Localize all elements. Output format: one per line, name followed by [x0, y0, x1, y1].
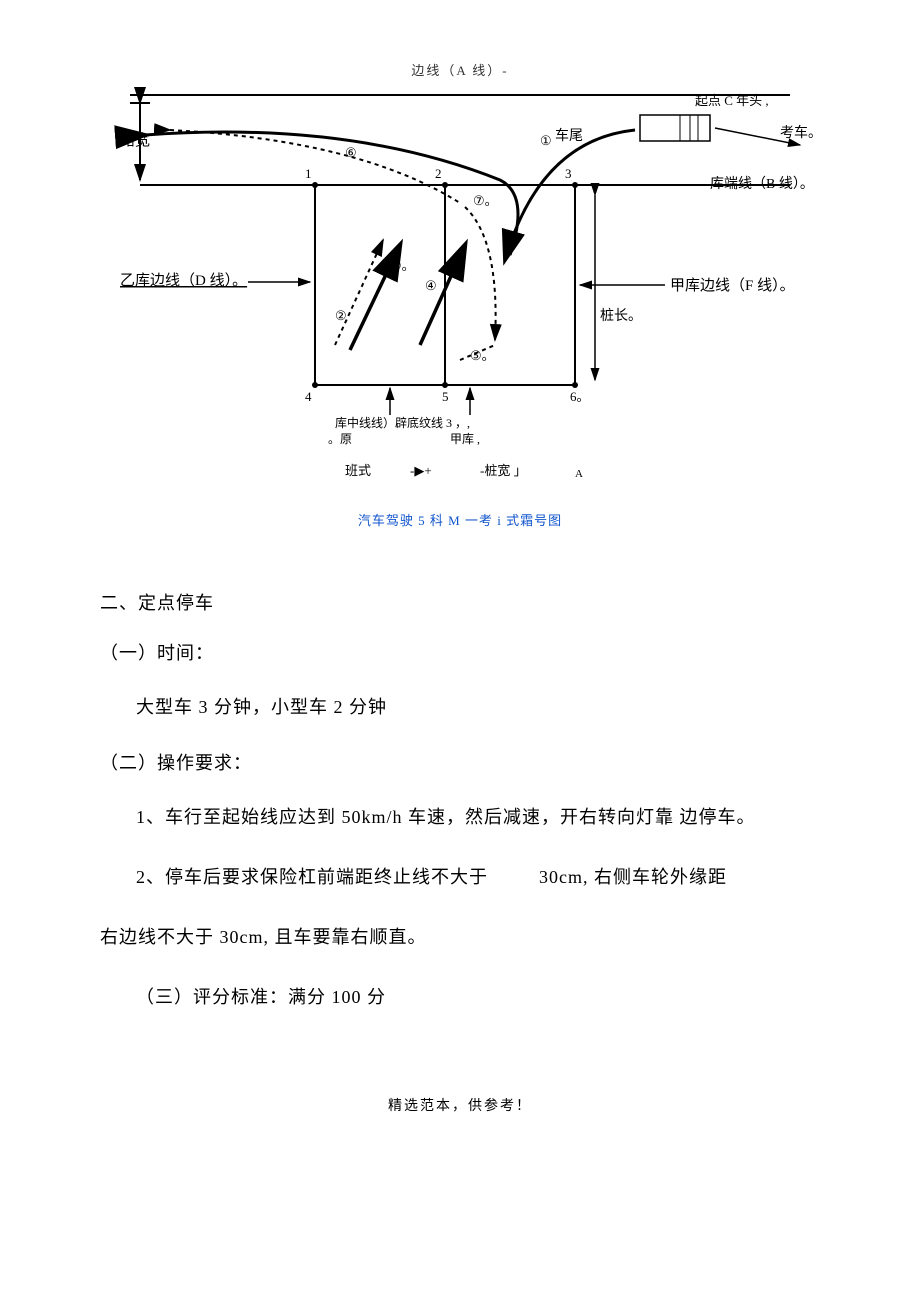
- right-lib-f-label: 甲库边线（F 线）。: [670, 277, 795, 294]
- parking-diagram-svg: 路宽 库端线（B 线）。 1 2 3 4 5 6。 乙库边线（D 线）。 甲库边…: [100, 85, 820, 485]
- left-lib-d-label: 乙库边线（D 线）。: [120, 272, 247, 289]
- exam-car-label: 考车。: [780, 124, 820, 141]
- pole-1: 1: [305, 166, 312, 181]
- section-2-title: 二、定点停车: [100, 589, 820, 615]
- op-item-2b: 30cm, 右侧车轮外缘距: [539, 867, 727, 887]
- midline-text-2: 。原: [328, 432, 352, 446]
- pole-6: 6。: [570, 389, 590, 404]
- diagram-top-label: 边线（A 线）-: [100, 60, 820, 79]
- op-item-1: 1、车行至起始线应达到 50km/h 车速，然后减速，开右转向灯靠 边停车。: [100, 799, 820, 835]
- circled-4: ④: [425, 278, 437, 293]
- letter-a-label: A: [575, 468, 583, 480]
- op-item-2a: 2、停车后要求保险杠前端距终止线不大于: [136, 867, 488, 887]
- midline-text-3: 甲库 ,: [450, 431, 480, 446]
- time-text: 大型车 3 分钟，小型车 2 分钟: [100, 689, 820, 725]
- circled-2: ②: [335, 308, 347, 323]
- operation-label: （二）操作要求：: [100, 749, 820, 775]
- circled-7: ⑦。: [473, 193, 498, 208]
- pole-2: 2: [435, 166, 442, 181]
- path-solid-6: [145, 132, 518, 255]
- op-item-2-line1: 2、停车后要求保险杠前端距终止线不大于 30cm, 右侧车轮外缘距: [100, 859, 820, 895]
- path-solid-1: [505, 130, 635, 260]
- pole-4: 4: [305, 389, 312, 404]
- path-solid-4: [420, 245, 465, 345]
- score-label: （三）评分标准：满分 100 分: [100, 979, 820, 1015]
- pole-3: 3: [565, 166, 572, 181]
- pile-length-label: 桩长。: [600, 307, 642, 324]
- diagram-caption: 汽车驾驶 5 科 M 一考 i 式霜号图: [100, 510, 820, 529]
- circled-1: ①: [540, 133, 552, 148]
- exam-car-icon: [640, 115, 710, 141]
- car-tail-label: 车尾: [555, 127, 583, 144]
- arrow-mid-label: -▶+: [410, 463, 432, 478]
- document-page: { "diagram": { "top_label": "边线（A 线）-", …: [0, 0, 920, 1155]
- start-point-label: 起点 C 年头 ,: [695, 93, 769, 108]
- midline-text-1: 库中线线）辟底纹线 3 ，,: [335, 415, 470, 430]
- class-style-label: 班式: [345, 463, 371, 478]
- diagram-container: 边线（A 线）- 路宽 库端线（B 线）。 1 2 3 4: [100, 60, 820, 529]
- time-label: （一）时间：: [100, 639, 820, 665]
- page-footer: 精选范本，供参考！: [100, 1095, 820, 1115]
- op-item-2-line2: 右边线不大于 30cm, 且车要靠右顺直。: [100, 919, 820, 955]
- pile-width-label: -桩宽 」: [480, 463, 527, 478]
- circled-3: ③。: [390, 258, 415, 273]
- end-line-b-label: 库端线（B 线）。: [710, 176, 814, 192]
- circled-5: ⑤。: [470, 348, 495, 363]
- pole-5: 5: [442, 389, 449, 404]
